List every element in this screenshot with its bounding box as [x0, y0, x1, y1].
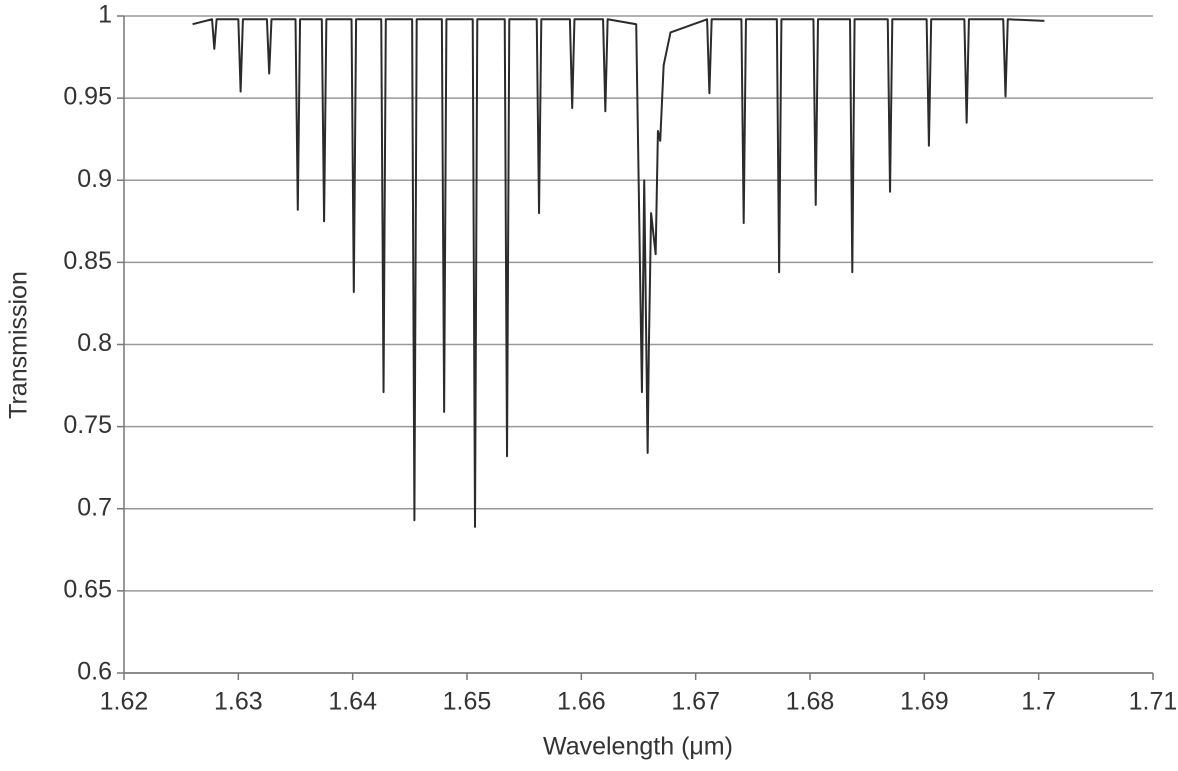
y-axis-label: Transmission — [5, 271, 33, 419]
y-tick-label: 1 — [98, 1, 112, 29]
x-tick-label: 1.66 — [557, 688, 606, 716]
y-tick-label: 0.95 — [63, 83, 112, 111]
y-tick-label: 0.85 — [63, 247, 112, 275]
x-tick-label: 1.67 — [671, 688, 720, 716]
x-tick-label: 1.62 — [100, 688, 149, 716]
x-tick-label: 1.7 — [1021, 688, 1056, 716]
x-axis-label: Wavelength (μm) — [543, 733, 733, 761]
x-tick-label: 1.68 — [786, 688, 835, 716]
x-tick-label: 1.65 — [443, 688, 492, 716]
y-tick-label: 0.65 — [63, 575, 112, 603]
x-tick-label: 1.69 — [900, 688, 949, 716]
y-tick-label: 0.9 — [77, 165, 112, 193]
x-tick-label: 1.63 — [214, 688, 263, 716]
spectrum-line — [192, 18, 1045, 528]
y-tick-label: 0.7 — [77, 493, 112, 521]
y-tick-label: 0.6 — [77, 658, 112, 686]
x-tick-label: 1.64 — [328, 688, 377, 716]
x-tick-label: 1.71 — [1129, 688, 1178, 716]
y-tick-label: 0.8 — [77, 329, 112, 357]
y-tick-label: 0.75 — [63, 411, 112, 439]
